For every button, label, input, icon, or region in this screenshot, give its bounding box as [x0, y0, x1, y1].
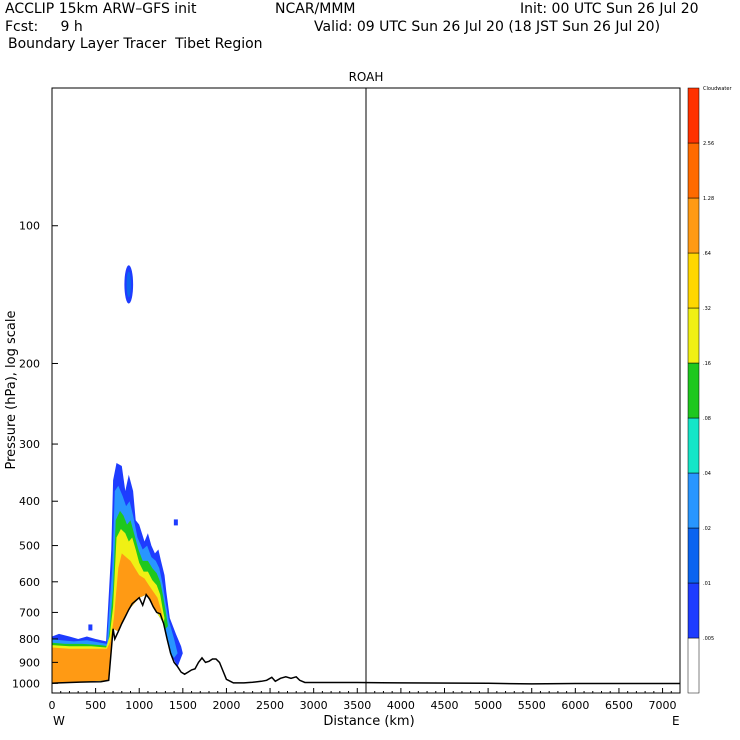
colorbar-segment — [687, 87, 700, 144]
colorbar-level-label: .005 — [703, 636, 714, 642]
chart-title: ROAH — [349, 70, 384, 84]
upper-tracer-blob-core — [126, 271, 131, 298]
y-axis-label: Pressure (hPa), log scale — [4, 311, 19, 470]
header-valid-time: Valid: 09 UTC Sun 26 Jul 20 (18 JST Sun … — [314, 19, 661, 35]
colorbar-level-label: 1.28 — [703, 196, 714, 202]
colorbar-legend: .005 .01 .02 .04 .08 .16 .32 .64 1.28 2.56 Cloudwa… — [687, 86, 732, 694]
colorbar-level-label: .02 — [703, 526, 711, 532]
tracer-contour-16 — [52, 510, 168, 684]
y-tick-label: 900 — [19, 656, 40, 669]
x-tick-label: 5000 — [474, 699, 502, 712]
y-tick-label: 500 — [19, 540, 40, 553]
colorbar-segment — [687, 472, 700, 529]
y-tick-label: 700 — [19, 606, 40, 619]
colorbar-segment — [687, 582, 700, 639]
x-tick-label: 7000 — [649, 699, 677, 712]
x-axis-west-label: W — [53, 714, 65, 728]
x-axis-label: Distance (km) — [323, 714, 414, 729]
tracer-contour-32 — [52, 529, 165, 684]
x-tick-label: 6500 — [605, 699, 633, 712]
colorbar-level-label: .01 — [703, 581, 711, 587]
x-tick-label: 6000 — [561, 699, 589, 712]
terrain-line — [51, 593, 680, 685]
x-tick-label: 1500 — [169, 699, 197, 712]
y-tick-label: 800 — [19, 633, 40, 646]
x-axis-east-label: E — [672, 714, 680, 728]
colorbar-segment — [687, 637, 700, 694]
y-tick-label: 300 — [19, 438, 40, 451]
x-tick-label: 3000 — [300, 699, 328, 712]
colorbar-level-label: 2.56 — [703, 141, 714, 147]
header-field-description: Boundary Layer Tracer Tibet Region — [8, 36, 263, 52]
x-tick-label: 0 — [49, 699, 56, 712]
x-tick-label: 2500 — [256, 699, 284, 712]
colorbar-segment — [687, 527, 700, 584]
colorbar-segment — [687, 197, 700, 254]
colorbar-level-label: .64 — [703, 251, 711, 257]
plot-area — [51, 88, 680, 693]
x-tick-label: 4000 — [387, 699, 415, 712]
colorbar-level-label: .32 — [703, 306, 711, 312]
x-tick-label: 500 — [85, 699, 106, 712]
x-tick-label: 3500 — [343, 699, 371, 712]
colorbar-segment — [687, 362, 700, 419]
y-tick-label: 600 — [19, 576, 40, 589]
y-tick-label: 400 — [19, 495, 40, 508]
colorbar-level-label: .16 — [703, 361, 711, 367]
tracer-patch — [88, 624, 93, 631]
header-forecast-hour: Fcst: 9 h — [5, 19, 83, 35]
colorbar-level-label: .04 — [703, 471, 711, 477]
y-tick-label: 1000 — [12, 677, 40, 690]
colorbar-segment — [687, 417, 700, 474]
tracer-contour-64 — [52, 553, 163, 684]
colorbar-segment — [687, 307, 700, 364]
x-tick-label: 4500 — [431, 699, 459, 712]
header-model-title: ACCLIP 15km ARW–GFS init — [5, 1, 197, 17]
x-tick-label: 5500 — [518, 699, 546, 712]
colorbar-segment — [687, 142, 700, 199]
colorbar-level-label: Cloudwater — [703, 86, 732, 92]
colorbar-segment — [687, 252, 700, 309]
colorbar-level-label: .08 — [703, 416, 711, 422]
y-tick-label: 200 — [19, 357, 40, 370]
axes: 0 500 1000 1500 2000 2500 3000 3500 4000 4500 5000… — [12, 220, 677, 712]
header-init-time: Init: 00 UTC Sun 26 Jul 20 — [520, 1, 699, 17]
y-tick-label: 100 — [19, 220, 40, 233]
x-tick-label: 1000 — [125, 699, 153, 712]
x-tick-label: 2000 — [212, 699, 240, 712]
header-organization: NCAR/MMM — [275, 1, 356, 17]
tracer-patch — [173, 519, 178, 526]
